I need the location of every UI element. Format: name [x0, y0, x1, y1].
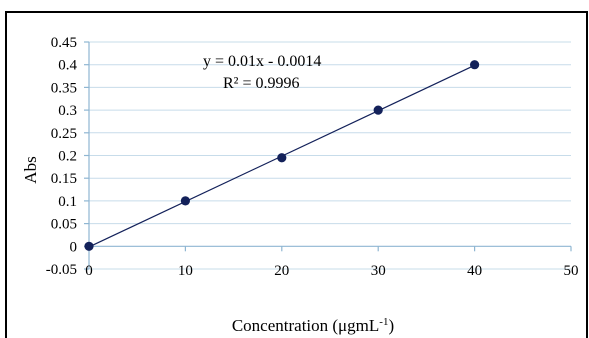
r-squared-label: R² = 0.9996: [223, 75, 300, 92]
x-axis-label-close: ): [388, 316, 394, 335]
y-tick-label: 0.4: [58, 58, 77, 74]
x-tick-label: 30: [371, 263, 386, 279]
x-tick-label: 40: [467, 263, 482, 279]
x-tick-labels: 0 10 20 30 40 50: [85, 263, 578, 279]
x-axis-label-superscript: -1: [379, 316, 388, 328]
x-tick-label: 20: [274, 263, 289, 279]
y-tick-label: 0: [70, 239, 78, 255]
chart-frame: [5, 11, 588, 338]
data-point: [470, 60, 480, 70]
y-tick-label: 0.25: [51, 126, 77, 142]
trendline-equation: y = 0.01x - 0.0014: [203, 53, 321, 70]
y-tick-label: 0.35: [51, 80, 77, 96]
x-tick-label: 0: [85, 263, 93, 279]
x-axis-label: Concentration (μgmL-1): [232, 316, 394, 335]
data-point: [373, 105, 383, 115]
data-point: [277, 153, 287, 163]
data-points: [84, 60, 480, 251]
data-point: [180, 196, 190, 206]
y-tick-label: -0.05: [46, 262, 77, 278]
gridlines: [89, 41, 571, 270]
data-point: [84, 241, 94, 251]
y-tick-label: 0.15: [51, 171, 77, 187]
x-tick-label: 10: [178, 263, 193, 279]
y-tick-label: 0.1: [58, 194, 77, 210]
x-axis-label-main: Concentration (μgmL: [232, 316, 379, 335]
y-tick-label: 0.3: [58, 103, 77, 119]
y-tick-labels: -0.05 0 0.05 0.1 0.15 0.2 0.25 0.3 0.35 0.4 0.45: [46, 35, 78, 278]
y-tick-label: 0.05: [51, 217, 77, 233]
y-tick-label: 0.45: [51, 35, 77, 51]
y-axis-label: Abs: [21, 156, 40, 183]
x-tick-label: 50: [564, 263, 579, 279]
y-tick-label: 0.2: [58, 149, 77, 165]
